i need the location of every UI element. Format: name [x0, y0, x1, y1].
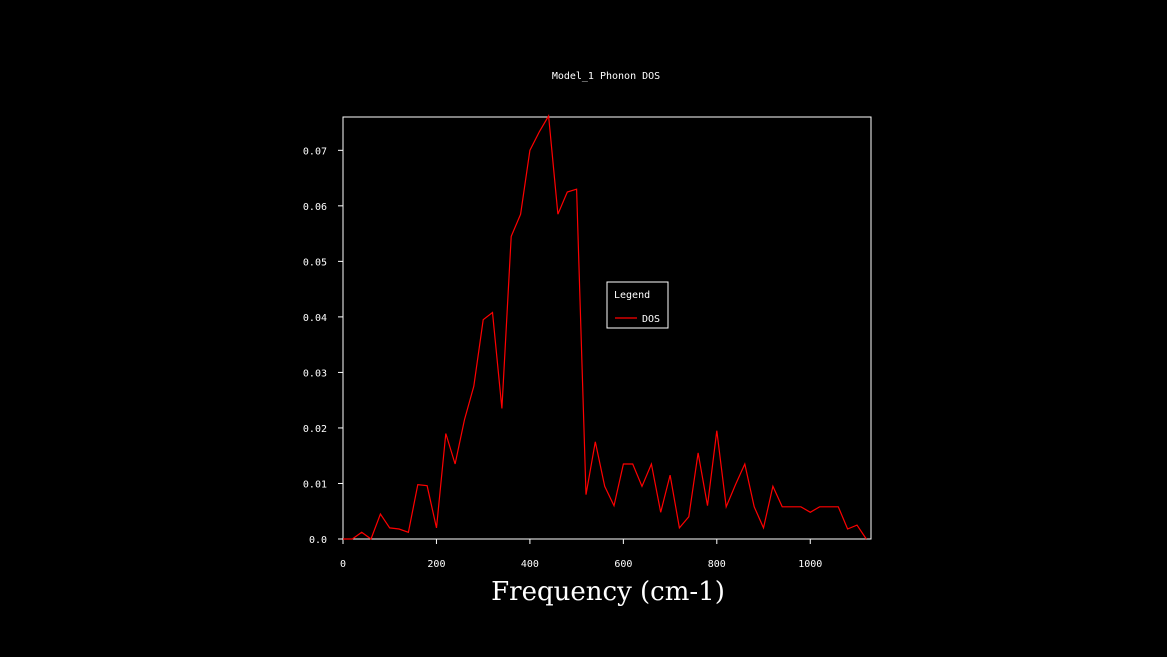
chart-title: Model_1 Phonon DOS	[552, 71, 660, 82]
legend-entry-dos: DOS	[642, 314, 660, 325]
y-tick-label: 0.02	[303, 424, 327, 435]
x-axis-ticks: 0 200 400 600 800 1000	[340, 539, 822, 570]
y-tick-label: 0.03	[303, 368, 327, 379]
y-tick-label: 0.06	[303, 202, 327, 213]
x-tick-label: 0	[340, 559, 346, 570]
y-tick-label: 0.01	[303, 479, 327, 490]
y-tick-label: 0.04	[303, 313, 327, 324]
legend-frame	[606, 281, 669, 329]
plot-frame	[342, 116, 872, 540]
y-tick-label: 0.05	[303, 257, 327, 268]
y-axis-ticks: 0.0 0.01 0.02 0.03 0.04 0.05 0.06 0.07	[303, 146, 343, 546]
x-tick-label: 600	[614, 559, 632, 570]
x-axis-label: Frequency (cm-1)	[491, 577, 725, 607]
x-tick-label: 400	[521, 559, 539, 570]
x-tick-label: 800	[708, 559, 726, 570]
y-tick-label: 0.0	[309, 535, 327, 546]
legend-title: Legend	[614, 290, 650, 301]
x-tick-label: 200	[427, 559, 445, 570]
y-tick-label: 0.07	[303, 146, 327, 157]
series-line-dos	[343, 113, 867, 540]
legend-box: Legend DOS	[606, 281, 669, 329]
x-tick-label: 1000	[798, 559, 822, 570]
